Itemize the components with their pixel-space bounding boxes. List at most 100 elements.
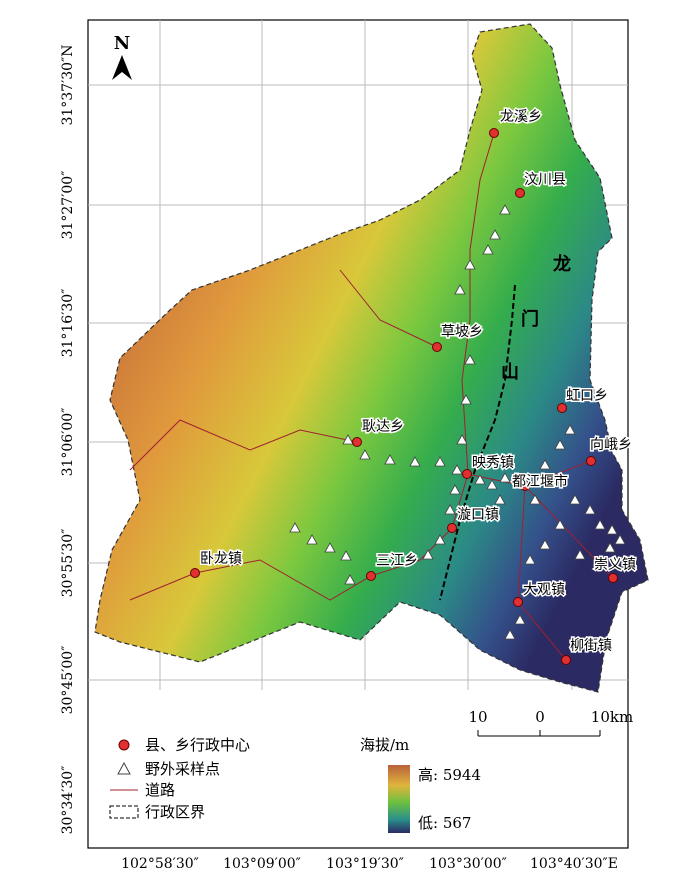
- admin-center: [520, 481, 530, 491]
- sample-point: [499, 472, 511, 483]
- admin-center: [432, 342, 442, 352]
- sample-point: [489, 229, 501, 240]
- place-label: 草坡乡: [441, 324, 483, 340]
- place-label: 大观镇: [523, 582, 565, 598]
- place-label: 都江堰市: [512, 473, 568, 490]
- place-label: 三江乡: [376, 553, 418, 569]
- sample-point: [409, 456, 421, 467]
- legend-item: 道路: [145, 781, 175, 799]
- sample-point: [460, 394, 472, 405]
- sample-point: [434, 534, 446, 545]
- place-label: 虹口乡: [566, 388, 608, 404]
- place-label: 漩口镇: [457, 507, 499, 523]
- admin-center: [366, 571, 376, 581]
- sample-point: [486, 479, 498, 490]
- sample-point: [384, 454, 396, 465]
- scale-label: 0: [535, 708, 545, 726]
- north-arrow: N: [112, 33, 132, 80]
- lon-label: 103°30′00″: [429, 856, 507, 872]
- place-label: 汶川县: [524, 171, 566, 188]
- north-label: N: [114, 33, 130, 54]
- legend-boundary: [109, 805, 139, 819]
- scale-label: 10km: [591, 708, 633, 726]
- sample-point: [569, 494, 581, 505]
- sample-point: [344, 574, 356, 585]
- lon-label: 103°40′30″E: [530, 856, 618, 872]
- legend-item: 行政区界: [145, 803, 205, 821]
- sample-point: [289, 522, 301, 533]
- sample-point: [554, 439, 566, 450]
- admin-center: [586, 456, 596, 466]
- admin-center: [513, 597, 523, 607]
- sample-point: [504, 629, 516, 640]
- legend: 县、乡行政中心 野外采样点 道路 行政区界 海拔/m 高: 5944 低: 56…: [109, 736, 481, 833]
- admin-center: [352, 437, 362, 447]
- lat-label: 31°37′30″N: [60, 44, 76, 125]
- sample-point: [539, 539, 551, 550]
- elevation-title: 海拔/m: [360, 736, 409, 754]
- scale-label: 10: [468, 708, 487, 726]
- lon-label: 103°19′30″: [326, 856, 404, 872]
- admin-centers: [190, 128, 618, 665]
- sample-point: [614, 534, 626, 545]
- sample-point: [340, 550, 352, 561]
- sample-point: [451, 464, 463, 475]
- legend-item: 野外采样点: [145, 760, 220, 778]
- sample-point: [594, 554, 606, 565]
- sample-point: [464, 354, 476, 365]
- elevation-bar: [388, 765, 410, 833]
- admin-center: [190, 568, 200, 578]
- sample-point: [604, 542, 616, 553]
- admin-center: [447, 523, 457, 533]
- sample-point: [342, 434, 354, 445]
- lon-label: 102°58′30″: [121, 856, 199, 872]
- sample-point: [554, 519, 566, 530]
- legend-dot: [118, 739, 130, 751]
- sample-point: [539, 459, 551, 470]
- sample-point: [514, 614, 526, 625]
- lat-label: 30°45′00″: [60, 646, 76, 715]
- sample-point: [434, 456, 446, 467]
- sample-point: [584, 504, 596, 515]
- place-label: 映秀镇: [472, 455, 514, 471]
- sample-point: [456, 434, 468, 445]
- sample-point: [574, 549, 586, 560]
- elevation-low: 低: 567: [418, 814, 471, 832]
- sample-points: [289, 204, 626, 640]
- sample-point: [524, 554, 536, 565]
- sample-point: [499, 204, 511, 215]
- place-label: 崇义镇: [594, 557, 636, 573]
- study-area: [94, 23, 649, 693]
- county-boundary: [439, 284, 516, 601]
- sample-point: [474, 474, 486, 485]
- sample-point: [529, 494, 541, 505]
- place-label: 龙溪乡: [500, 109, 542, 125]
- sample-point: [456, 324, 468, 335]
- scale-bar: 10 0 10km: [468, 708, 633, 737]
- lat-label: 30°34′30″: [60, 766, 76, 835]
- admin-center: [515, 188, 525, 198]
- sample-point: [564, 424, 576, 435]
- elevation-high: 高: 5944: [418, 766, 481, 784]
- sample-point: [422, 549, 434, 560]
- sample-point: [494, 494, 506, 505]
- sample-point: [534, 474, 546, 485]
- admin-center: [557, 403, 567, 413]
- sample-point: [359, 449, 371, 460]
- sample-point: [306, 534, 318, 545]
- place-label: 向峨乡: [590, 437, 632, 453]
- sample-point: [449, 484, 461, 495]
- place-label: 柳街镇: [570, 637, 612, 654]
- admin-center: [462, 469, 472, 479]
- mountain-label: 山: [501, 362, 519, 383]
- place-label: 卧龙镇: [200, 551, 242, 567]
- admin-center: [608, 573, 618, 583]
- legend-triangle: [117, 761, 131, 775]
- sample-point: [482, 244, 494, 255]
- place-label: 耿达乡: [362, 419, 404, 435]
- sample-point: [324, 542, 336, 553]
- sample-point: [594, 519, 606, 530]
- mountain-label: 龙: [553, 253, 571, 275]
